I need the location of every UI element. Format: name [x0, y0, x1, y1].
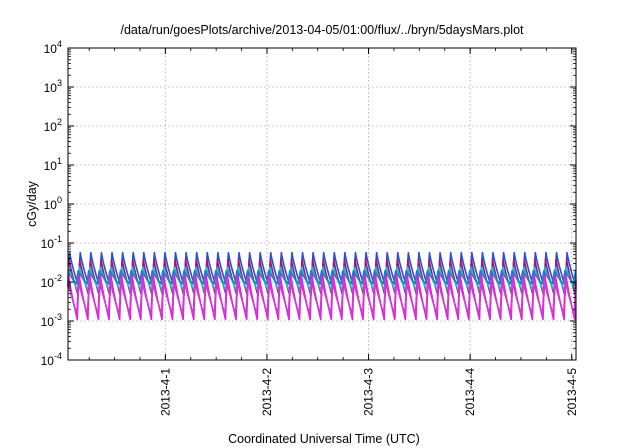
x-tick-label: 2013-4-4	[463, 368, 477, 416]
x-tick-label: 2013-4-2	[260, 368, 274, 416]
x-tick-label: 2013-4-5	[565, 368, 579, 416]
ticks: 10-4 10-3 10-2 10-1 100 101 102 103 104 2013-4-1 2…	[41, 39, 579, 416]
y-tick-label: 100	[44, 195, 62, 212]
chart-title: /data/run/goesPlots/archive/2013-04-05/0…	[120, 23, 524, 37]
y-tick-label: 10-3	[41, 312, 62, 329]
series-line-6	[67, 269, 577, 285]
y-tick-label: 10-4	[41, 351, 62, 368]
y-tick-label: 10-1	[41, 234, 62, 251]
y-tick-label: 101	[44, 156, 62, 173]
y-tick-label: 102	[44, 117, 62, 134]
series-layer	[67, 251, 577, 321]
y-tick-label: 10-2	[41, 273, 62, 290]
y-tick-label: 104	[44, 39, 62, 56]
x-axis-label: Coordinated Universal Time (UTC)	[228, 432, 420, 446]
y-tick-label: 103	[44, 78, 62, 95]
x-tick-label: 2013-4-1	[158, 368, 172, 416]
x-tick-label: 2013-4-3	[362, 368, 376, 416]
y-axis-label: cGy/day	[25, 180, 39, 227]
series-line-5	[67, 279, 577, 315]
